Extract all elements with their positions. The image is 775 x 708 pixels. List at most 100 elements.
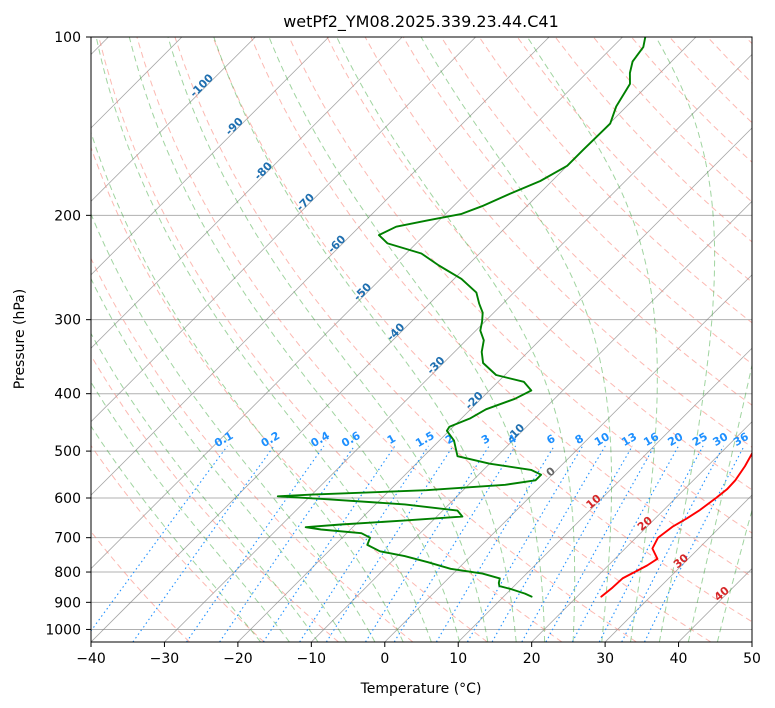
- dry-adiabat-line: [174, 37, 712, 642]
- moist-adiabat-line: [95, 37, 432, 642]
- mixing-ratio-line: [325, 445, 454, 642]
- mixing-ratio-label: 16: [641, 430, 661, 449]
- isotherm-line: [531, 421, 752, 642]
- temperature-profile-line: [600, 451, 752, 598]
- x-axis-label: Temperature (°C): [360, 681, 482, 697]
- dry-adiabat-line: [91, 354, 339, 642]
- mixing-ratio-line: [491, 445, 606, 642]
- dry-adiabat-line: [98, 37, 563, 642]
- mixing-ratio-label: 13: [619, 430, 639, 449]
- mixing-ratio-label: 1: [385, 432, 398, 447]
- moist-adiabat-line: [128, 37, 461, 642]
- sounding-series: [276, 37, 752, 598]
- moist-adiabat-line: [91, 130, 404, 642]
- y-tick-label: 400: [54, 387, 81, 403]
- dry-adiabat-line: [91, 444, 265, 642]
- x-tick-label: 10: [449, 651, 467, 667]
- dry-adiabat-line: [91, 257, 414, 642]
- moist-adiabat-line: [655, 37, 716, 642]
- mixing-ratio-line: [435, 445, 555, 642]
- x-tick-label: −20: [223, 651, 253, 667]
- isotherm-line: [91, 37, 256, 202]
- dry-adiabat-line: [516, 37, 752, 283]
- dry-adiabat-line: [440, 37, 752, 365]
- isotherm-line: [91, 37, 623, 570]
- isotherm-line: [311, 200, 752, 642]
- mixing-ratio-label: 8: [573, 432, 586, 447]
- y-axis-label: Pressure (hPa): [12, 289, 28, 389]
- dry-adiabat-line: [364, 37, 752, 448]
- moist-adiabat-line: [526, 37, 658, 642]
- x-axis-ticks: −40 −30 −20 −10 0 10 20 30 40 50: [76, 642, 761, 667]
- moist-adiabat-line: [91, 425, 262, 642]
- isotherm-line: [384, 274, 752, 642]
- mixing-ratio-line: [545, 445, 655, 642]
- moist-adiabats: [91, 37, 752, 642]
- moist-adiabat-line: [268, 37, 546, 642]
- y-tick-label: 200: [54, 208, 81, 224]
- mixing-ratio-label: 3: [479, 432, 492, 447]
- mixing-ratio-line: [521, 445, 633, 642]
- moist-adiabat-label: 20: [635, 514, 655, 534]
- mixing-ratio-label: 0.2: [259, 429, 282, 450]
- mixing-ratio-label: 25: [690, 430, 710, 449]
- dry-adiabat-line: [91, 530, 190, 642]
- moist-adiabat-line: [91, 381, 290, 642]
- dry-adiabat-line: [250, 37, 752, 578]
- moist-adiabat-label: 10: [584, 492, 604, 512]
- y-tick-label: 300: [54, 313, 81, 329]
- y-tick-label: 600: [54, 491, 81, 507]
- y-tick-label: 100: [54, 30, 81, 46]
- mixing-ratio-lines: [91, 445, 745, 642]
- moist-adiabat-line: [91, 277, 348, 642]
- y-axis-ticks: 100 200 300 400 500 600 700 800 900 1000: [45, 30, 91, 638]
- mixing-ratio-line: [262, 445, 396, 642]
- mixing-ratio-line: [598, 445, 704, 642]
- moist-adiabat-line: [420, 37, 613, 642]
- mixing-ratio-line: [571, 445, 680, 642]
- dry-adiabat-label: -50: [351, 280, 374, 303]
- isotherm-line: [457, 347, 752, 642]
- dry-adiabat-label: -90: [223, 115, 246, 138]
- dry-adiabat-line: [554, 37, 752, 243]
- dry-adiabat-line: [745, 37, 752, 45]
- moist-adiabat-line: [687, 362, 752, 642]
- dry-adiabat-line: [212, 37, 752, 623]
- moist-adiabat-line: [213, 37, 517, 642]
- y-tick-label: 500: [54, 444, 81, 460]
- x-tick-label: 40: [670, 651, 688, 667]
- x-tick-label: 30: [596, 651, 614, 667]
- y-tick-label: 800: [54, 565, 81, 581]
- moist-adiabat-label: 0: [544, 464, 558, 479]
- dry-adiabat-label: -100: [187, 71, 216, 100]
- moist-adiabat-line: [91, 212, 376, 642]
- moist-adiabat-label: 40: [712, 584, 732, 604]
- dry-adiabat-line: [402, 37, 752, 406]
- moist-adiabat-line: [716, 508, 752, 642]
- dry-adiabat-line: [288, 37, 752, 534]
- dry-adiabat-label: -20: [463, 389, 486, 412]
- dry-adiabat-label: -30: [424, 354, 447, 377]
- isotherm-line: [678, 567, 752, 642]
- x-tick-label: 20: [523, 651, 541, 667]
- mixing-ratio-line: [393, 445, 517, 642]
- isotherm-line: [751, 641, 752, 642]
- chart-title: wetPf2_YM08.2025.339.23.44.C41: [283, 12, 559, 32]
- plot-area: 0.1 0.2 0.4 0.6 1 1.5 2 3 4 6 8 10 13 16 20 25 30 36-100-…: [91, 37, 752, 642]
- mixing-ratio-label: 6: [544, 432, 557, 447]
- mixing-ratio-label: 10: [592, 430, 612, 449]
- dewpoint-profile-line: [276, 37, 647, 598]
- isotherm-line: [91, 37, 403, 349]
- mixing-ratio-line: [365, 445, 490, 642]
- dry-adiabats: [91, 37, 752, 642]
- y-tick-label: 700: [54, 531, 81, 547]
- mixing-ratio-label: 36: [731, 430, 751, 449]
- isotherm-line: [604, 494, 752, 642]
- dry-adiabat-line: [91, 145, 488, 642]
- moist-adiabat-line: [336, 37, 576, 642]
- dry-adiabat-line: [669, 37, 752, 124]
- isotherm-line: [91, 37, 550, 496]
- mixing-ratio-line: [644, 445, 745, 642]
- moist-adiabat-label: 30: [671, 551, 691, 571]
